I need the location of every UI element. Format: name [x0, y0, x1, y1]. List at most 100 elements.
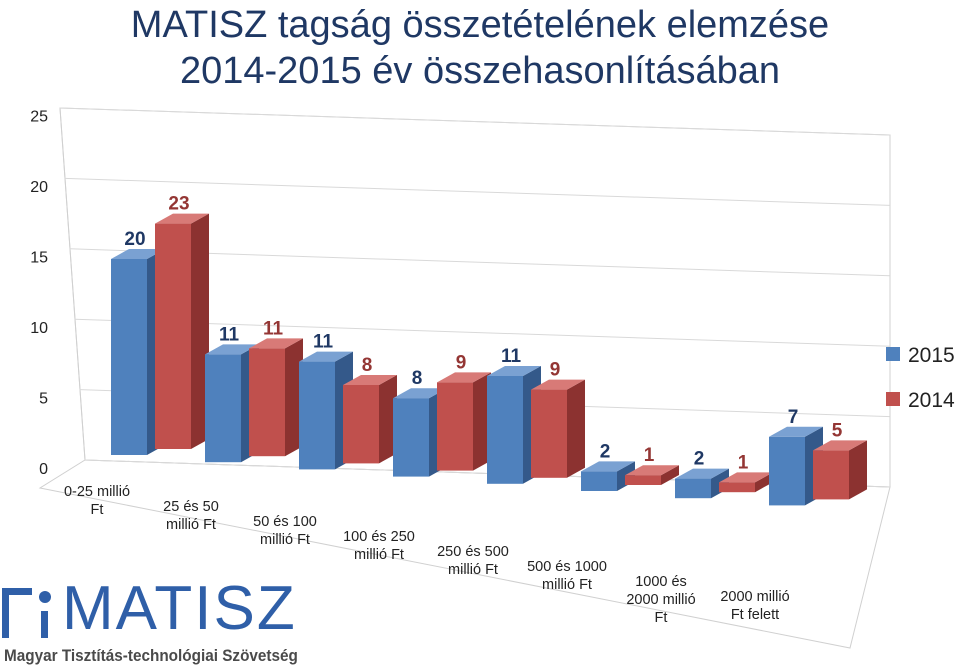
bar-2014-6: 1: [719, 452, 773, 493]
bar-side: [473, 372, 491, 471]
x-category-label: 25 és 50 millió Ft: [163, 499, 219, 533]
bar-side: [285, 338, 303, 457]
bar-side: [849, 440, 867, 500]
y-tick-label: 15: [30, 250, 48, 267]
data-label-2014-2: 8: [362, 355, 373, 376]
bar-2014-5: 1: [625, 445, 679, 485]
bar-2015-6: 2: [675, 449, 729, 499]
bar-front: [531, 389, 567, 478]
x-category-line: 0-25 millió: [64, 484, 130, 500]
chart-title: MATISZ tagság összetételének elemzése: [130, 4, 830, 46]
x-category-line: 500 és 1000: [527, 559, 607, 575]
x-category-line: millió Ft: [354, 547, 404, 563]
bar-front: [111, 259, 147, 455]
bar-side: [567, 379, 585, 478]
bar-2014-7: 5: [813, 420, 867, 500]
x-category-line: 50 és 100: [253, 514, 317, 530]
legend-swatch-2014: [886, 392, 900, 406]
logo-subtitle: Magyar Tisztítás-technológiai Szövetség: [4, 646, 298, 665]
data-label-2014-0: 23: [168, 194, 189, 215]
bar-top: [249, 338, 303, 349]
bar-front: [205, 354, 241, 463]
x-category-line: 100 és 250: [343, 529, 415, 545]
bar-top: [719, 472, 773, 483]
bar-top: [531, 379, 585, 390]
y-tick-label: 0: [39, 461, 48, 478]
bar-top: [437, 372, 491, 383]
y-tick-label: 20: [30, 179, 48, 196]
data-label-2015-7: 7: [788, 407, 799, 428]
bar-side: [379, 375, 397, 464]
gridline: [59, 107, 891, 136]
bar-top: [111, 249, 165, 259]
bar-front: [249, 348, 285, 457]
x-category-line: 2000 millió: [626, 592, 695, 608]
x-category-line: millió Ft: [448, 562, 498, 578]
data-label-2015-2: 11: [313, 332, 334, 353]
data-label-2015-0: 20: [124, 229, 145, 250]
chart-subtitle: 2014-2015 év összehasonlításában: [179, 50, 780, 92]
y-axis-ticks: 0 5 10 15 20 25: [30, 109, 48, 479]
x-category-line: millió Ft: [542, 577, 592, 593]
data-label-2015-4: 11: [501, 346, 522, 367]
data-label-2015-6: 2: [694, 449, 705, 470]
bar-2014-3: 9: [437, 352, 491, 471]
bar-top: [155, 213, 209, 224]
bar-front: [487, 376, 523, 484]
data-label-2014-5: 1: [644, 445, 655, 466]
x-category-line: millió Ft: [260, 532, 310, 548]
data-label-2014-7: 5: [832, 420, 843, 441]
x-category-line: 250 és 500: [437, 544, 509, 560]
gridline: [74, 318, 891, 347]
bar-top: [299, 351, 353, 362]
x-category-line: Ft: [655, 610, 668, 626]
bar-top: [343, 375, 397, 385]
bar-front: [813, 450, 849, 500]
x-category-label: 100 és 250 millió Ft: [343, 529, 415, 563]
bar-front: [343, 385, 379, 464]
bar-top: [487, 366, 541, 376]
bar-front: [675, 478, 711, 499]
data-label-2014-3: 9: [456, 352, 467, 373]
bar-top: [581, 461, 635, 472]
bar-front: [719, 482, 755, 493]
bar-front: [393, 398, 429, 477]
bar-2014-1: 11: [249, 318, 303, 457]
x-category-line: Ft: [91, 502, 104, 518]
bars: 20 23 11 11 11 8 8 9 11 9 2 1 2 1 7 5: [111, 194, 867, 506]
y-tick-label: 10: [30, 320, 48, 337]
bar-front: [769, 436, 805, 506]
y-tick-label: 5: [39, 391, 48, 408]
bar-front: [581, 471, 617, 491]
bar-front: [155, 223, 191, 449]
bar-side: [191, 213, 209, 449]
y-tick-label: 25: [30, 109, 48, 126]
bar-top: [625, 465, 679, 476]
bar-front: [437, 382, 473, 471]
bar-top: [813, 440, 867, 451]
bar-2014-0: 23: [155, 194, 209, 449]
x-axis-categories: 0-25 millió Ft 25 és 50 millió Ft 50 és 100 m…: [64, 484, 790, 626]
legend-label-2015: 2015: [908, 344, 955, 367]
chart-title-block: MATISZ tagság összetételének elemzése 20…: [0, 2, 960, 94]
legend-swatch-2015: [886, 347, 900, 361]
bar-side: [661, 465, 679, 485]
x-category-label: 2000 millió Ft felett: [720, 589, 789, 623]
x-category-label: 50 és 100 millió Ft: [253, 514, 317, 548]
x-category-label: 250 és 500 millió Ft: [437, 544, 509, 578]
x-category-line: Ft felett: [731, 607, 779, 623]
data-label-2015-3: 8: [412, 368, 423, 389]
bar-2014-2: 8: [343, 355, 397, 464]
bar-front: [299, 361, 335, 470]
x-category-line: 2000 millió: [720, 589, 789, 605]
x-category-label: 500 és 1000 millió Ft: [527, 559, 607, 593]
x-category-line: 1000 és: [635, 574, 687, 590]
side-wall-edge: [59, 107, 86, 461]
data-label-2014-6: 1: [738, 452, 749, 473]
gridline: [64, 177, 891, 206]
data-label-2015-5: 2: [600, 441, 611, 462]
x-category-label: 1000 és 2000 millió Ft: [626, 574, 695, 626]
logo-wordmark: MATISZ: [62, 574, 297, 643]
bar-top: [769, 426, 823, 437]
